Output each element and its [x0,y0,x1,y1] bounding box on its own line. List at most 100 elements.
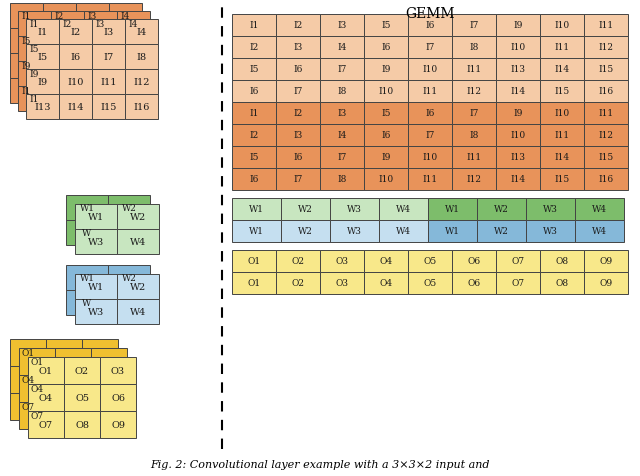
Bar [452,250,496,272]
Bar [232,220,281,242]
Text: I11: I11 [598,21,614,30]
Text: O9: O9 [600,257,612,266]
Bar [75,229,117,255]
Bar [92,20,125,45]
Bar [408,147,452,169]
Bar [364,125,408,147]
Text: I1: I1 [37,28,47,37]
Bar [496,250,540,272]
Bar [584,125,628,147]
Text: I10: I10 [422,153,438,162]
Bar [320,37,364,59]
Text: O8: O8 [556,257,568,266]
Text: I9: I9 [22,62,31,71]
Bar [28,384,64,411]
Text: W3: W3 [88,238,104,247]
Text: I12: I12 [467,175,481,184]
Bar [117,62,150,87]
Text: O1: O1 [248,257,260,266]
Text: O4: O4 [39,393,53,402]
Text: I2: I2 [250,43,259,52]
Bar [276,147,320,169]
Bar [496,272,540,294]
Text: O5: O5 [75,393,89,402]
Text: I3: I3 [104,28,114,37]
Text: W3: W3 [88,307,104,317]
Bar [117,275,159,299]
Bar [28,411,64,438]
Bar [408,59,452,81]
Bar [26,20,59,45]
Bar [59,45,92,70]
Text: I8: I8 [469,131,479,140]
Bar [18,12,51,37]
Text: O8: O8 [556,279,568,288]
Bar [276,103,320,125]
Text: O9: O9 [111,420,125,429]
Text: I15: I15 [100,103,116,112]
Bar [125,45,158,70]
Text: I13: I13 [511,65,525,74]
Bar [82,393,118,420]
Bar [452,103,496,125]
Text: I4: I4 [136,28,147,37]
Bar [19,375,55,402]
Text: I11: I11 [554,131,570,140]
Bar [496,147,540,169]
Text: O1: O1 [31,357,44,366]
Bar [232,103,276,125]
Text: I12: I12 [467,87,481,96]
Bar [408,250,452,272]
Bar [18,37,51,62]
Bar [452,169,496,190]
Bar [540,147,584,169]
Text: I7: I7 [469,21,479,30]
Text: O8: O8 [75,420,89,429]
Text: I2: I2 [293,21,303,30]
Bar [19,348,55,375]
Bar [82,366,118,393]
Text: I5: I5 [37,53,47,62]
Bar [526,198,575,220]
Text: W4: W4 [130,307,146,317]
Bar [540,125,584,147]
Bar [55,348,91,375]
Bar [496,15,540,37]
Text: I2: I2 [55,12,64,21]
Bar [125,95,158,120]
Bar [276,37,320,59]
Text: O4: O4 [380,257,392,266]
Bar [26,95,59,120]
Text: O2: O2 [291,279,305,288]
Text: I5: I5 [249,65,259,74]
Bar [10,4,43,29]
Text: I11: I11 [467,153,481,162]
Bar [276,59,320,81]
Text: I6: I6 [293,153,303,162]
Bar [51,87,84,112]
Bar [584,103,628,125]
Bar [452,125,496,147]
Text: W2: W2 [122,204,136,213]
Bar [109,4,142,29]
Bar [408,15,452,37]
Text: I11: I11 [100,78,116,87]
Text: I7: I7 [469,109,479,118]
Bar [379,198,428,220]
Bar [108,196,150,220]
Text: O2: O2 [75,366,89,375]
Text: I4: I4 [129,20,138,29]
Bar [496,81,540,103]
Bar [540,81,584,103]
Bar [452,37,496,59]
Text: W4: W4 [396,205,411,214]
Text: I9: I9 [381,153,390,162]
Text: I5: I5 [22,37,31,46]
Bar [584,59,628,81]
Text: I3: I3 [337,109,347,118]
Bar [320,169,364,190]
Bar [540,59,584,81]
Bar [10,54,43,79]
Bar [408,81,452,103]
Text: I3: I3 [88,12,97,21]
